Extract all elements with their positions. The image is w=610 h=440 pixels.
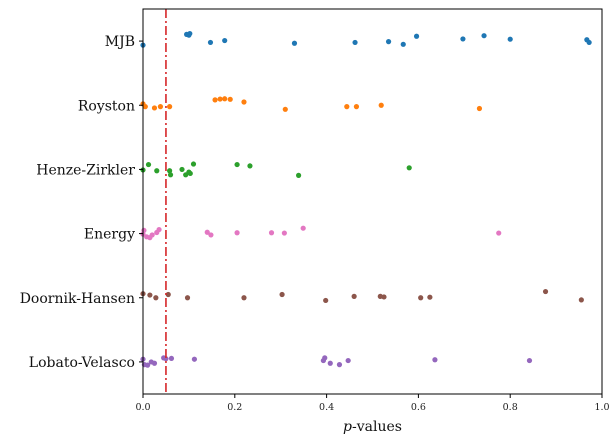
point-royston-4: [167, 104, 173, 110]
point-lobato-velasco-6: [163, 356, 169, 362]
x-axis-title-italic: p: [343, 419, 352, 435]
x-tick-label-1: 0.2: [227, 402, 242, 413]
point-lobato-velasco-4: [151, 360, 158, 366]
x-axis-title: p-values: [343, 419, 402, 435]
point-doornik-hansen-14: [578, 297, 584, 303]
y-tick-label-doornik-hansen: Doornik-Hansen: [20, 291, 135, 307]
point-energy-4: [149, 232, 155, 238]
point-energy-11: [281, 230, 287, 236]
point-royston-3: [157, 104, 164, 110]
point-henze-zirkler-2: [154, 168, 160, 174]
x-tick-label-2: 0.4: [319, 402, 334, 413]
x-tick-label-3: 0.6: [411, 402, 426, 413]
point-mjb-9: [400, 41, 406, 47]
point-royston-11: [344, 104, 350, 110]
point-doornik-hansen-12: [427, 294, 433, 300]
point-lobato-velasco-13: [345, 357, 351, 364]
point-henze-zirkler-11: [247, 163, 253, 169]
y-tick-label-royston: Royston: [78, 98, 135, 114]
point-mjb-7: [352, 39, 358, 46]
point-royston-2: [151, 105, 158, 111]
point-henze-zirkler-5: [179, 166, 185, 173]
point-royston-5: [212, 97, 218, 103]
point-doornik-hansen-13: [542, 288, 549, 295]
point-energy-6: [156, 226, 162, 233]
x-tick-label-5: 1.0: [594, 402, 609, 413]
point-royston-14: [476, 105, 483, 112]
point-doornik-hansen-10: [381, 294, 387, 300]
point-mjb-5: [222, 37, 228, 44]
point-energy-10: [268, 230, 275, 236]
point-henze-zirkler-12: [296, 172, 302, 178]
point-energy-7: [204, 229, 210, 235]
x-tick-label-0: 0.0: [135, 402, 150, 413]
point-energy-1: [141, 227, 147, 233]
point-lobato-velasco-14: [432, 357, 438, 363]
point-royston-10: [282, 106, 288, 112]
point-energy-13: [496, 230, 502, 236]
point-mjb-8: [385, 39, 392, 45]
point-doornik-hansen-4: [184, 295, 191, 301]
y-tick-label-lobato-velasco: Lobato-Velasco: [29, 355, 135, 371]
x-tick-label-4: 0.8: [503, 402, 518, 413]
point-mjb-11: [460, 36, 466, 42]
x-axis-title-rest: -values: [352, 419, 402, 435]
point-henze-zirkler-13: [406, 165, 412, 171]
point-henze-zirkler-1: [145, 161, 152, 168]
point-henze-zirkler-3: [167, 168, 173, 174]
point-henze-zirkler-10: [234, 161, 240, 168]
point-lobato-velasco-10: [322, 355, 328, 361]
point-mjb-13: [507, 36, 513, 42]
point-royston-7: [222, 96, 228, 102]
point-mjb-4: [207, 39, 214, 46]
point-henze-zirkler-8: [187, 170, 193, 177]
point-lobato-velasco-7: [168, 355, 175, 362]
point-lobato-velasco-11: [327, 360, 333, 366]
point-doornik-hansen-1: [147, 292, 153, 298]
point-royston-8: [227, 96, 233, 102]
point-energy-12: [300, 225, 306, 231]
point-mjb-6: [291, 40, 298, 46]
point-royston-9: [241, 99, 247, 105]
point-doornik-hansen-5: [241, 295, 247, 301]
plot-layer: MJB Royston Henze-Zirkler Energy Doornik-Han…: [20, 8, 610, 435]
point-henze-zirkler-9: [190, 161, 197, 167]
point-mjb-12: [481, 33, 487, 39]
point-doornik-hansen-2: [153, 295, 159, 301]
point-doornik-hansen-11: [418, 295, 424, 301]
y-tick-label-energy: Energy: [84, 227, 135, 243]
point-energy-9: [234, 230, 240, 236]
point-royston-1: [142, 104, 148, 110]
point-doornik-hansen-8: [351, 293, 357, 299]
point-lobato-velasco-2: [144, 362, 151, 368]
y-tick-label-henze-zirkler: Henze-Zirkler: [36, 162, 135, 178]
point-mjb-3: [187, 30, 193, 37]
point-lobato-velasco-12: [336, 362, 343, 368]
point-doornik-hansen-3: [165, 291, 171, 298]
point-henze-zirkler-4: [167, 172, 174, 178]
point-royston-12: [353, 104, 360, 110]
point-royston-13: [378, 102, 384, 108]
point-doornik-hansen-7: [323, 297, 329, 304]
y-tick-label-mjb: MJB: [105, 34, 135, 50]
point-doornik-hansen-6: [279, 291, 285, 298]
point-royston-6: [217, 96, 223, 102]
plot-frame: [142, 8, 603, 395]
point-mjb-10: [413, 33, 420, 39]
point-energy-8: [208, 232, 214, 238]
point-lobato-velasco-15: [526, 357, 533, 364]
point-lobato-velasco-8: [191, 356, 198, 362]
point-mjb-15: [586, 39, 592, 46]
